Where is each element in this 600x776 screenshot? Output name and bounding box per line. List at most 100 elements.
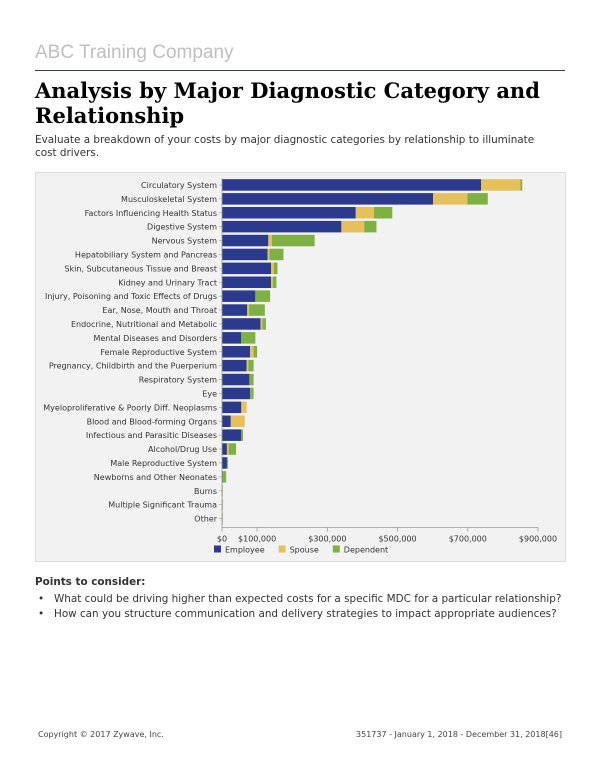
- bar-employee: [222, 234, 269, 247]
- category-label: Nervous System: [152, 237, 218, 246]
- bar-dependent: [269, 248, 284, 261]
- bar-spouse: [247, 304, 250, 316]
- bar-spouse: [260, 318, 263, 330]
- bar-spouse: [433, 193, 468, 205]
- category-label: Ear, Nose, Mouth and Throat: [102, 306, 217, 315]
- x-tick-label: $900,000: [519, 535, 557, 544]
- bar-employee: [222, 276, 272, 288]
- category-label: Burns: [194, 487, 217, 496]
- bar-spouse: [267, 248, 270, 261]
- bar-dependent: [374, 207, 393, 219]
- bar-dependent: [250, 387, 254, 400]
- bar-dependent: [241, 332, 256, 344]
- category-label: Infectious and Parasitic Diseases: [86, 431, 217, 440]
- footer-report-meta: 351737 - January 1, 2018 - December 31, …: [356, 730, 562, 739]
- category-label: Mental Diseases and Disorders: [93, 334, 217, 343]
- bar-spouse: [341, 220, 365, 233]
- bar-spouse: [355, 207, 375, 219]
- bar-employee: [222, 373, 250, 386]
- bar-employee: [222, 179, 482, 191]
- category-label: Hepatobiliary System and Pancreas: [75, 250, 217, 259]
- bar-employee: [222, 220, 342, 233]
- bar-employee: [222, 262, 272, 275]
- x-tick-label: $0: [217, 535, 227, 544]
- bar-spouse: [246, 359, 249, 372]
- bar-dependent: [273, 262, 278, 275]
- bar-dependent: [226, 457, 228, 469]
- category-label: Factors Influencing Health Status: [85, 209, 217, 218]
- bar-dependent: [520, 179, 523, 191]
- bar-spouse: [230, 415, 245, 427]
- bar-employee: [222, 401, 242, 414]
- category-label: Respiratory System: [139, 376, 217, 385]
- category-label: Circulatory System: [141, 181, 217, 190]
- bar-employee: [222, 290, 256, 302]
- bar-spouse: [268, 234, 272, 247]
- category-label: Multiple Significant Trauma: [108, 501, 217, 510]
- legend-swatch-employee: [214, 545, 221, 553]
- bar-spouse: [481, 179, 521, 191]
- bar-spouse: [241, 401, 247, 414]
- bar-employee: [222, 387, 251, 400]
- category-label: Digestive System: [147, 223, 217, 232]
- category-label: Kidney and Urinary Tract: [118, 278, 217, 287]
- bar-spouse: [271, 262, 274, 275]
- bar-employee: [222, 443, 227, 455]
- category-label: Skin, Subcutaneous Tissue and Breast: [64, 264, 217, 273]
- points-heading: Points to consider:: [35, 576, 146, 588]
- bar-spouse: [271, 276, 273, 288]
- bar-employee: [222, 318, 261, 330]
- bar-spouse: [226, 443, 229, 455]
- category-label: Eye: [202, 389, 217, 398]
- points-list: What could be driving higher than expect…: [38, 592, 568, 622]
- category-label: Myeloproliferative & Poorly Diff. Neopla…: [43, 403, 217, 412]
- bar-spouse: [250, 346, 254, 358]
- x-tick-label: $500,000: [378, 535, 416, 544]
- category-label: Newborns and Other Neonates: [94, 473, 217, 482]
- bar-employee: [222, 346, 251, 358]
- company-name: ABC Training Company: [35, 42, 234, 63]
- footer-copyright: Copyright © 2017 Zywave, Inc.: [38, 730, 164, 739]
- bar-employee: [222, 193, 434, 205]
- category-label: Other: [194, 515, 217, 524]
- bar-dependent: [272, 276, 277, 288]
- mdc-stacked-bar-chart: Circulatory System Musculoskeletal System…: [43, 178, 557, 555]
- bar-dependent: [249, 304, 265, 316]
- bar-employee: [222, 332, 242, 344]
- category-label: Male Reproductive System: [110, 459, 217, 468]
- category-label: Endocrine, Nutritional and Metabolic: [71, 320, 217, 329]
- legend-swatch-spouse: [278, 545, 286, 553]
- bar-employee: [222, 415, 231, 427]
- x-tick-label: $100,000: [238, 535, 276, 544]
- points-list-item: What could be driving higher than expect…: [38, 592, 568, 607]
- bar-dependent: [228, 443, 237, 455]
- header-rule: [35, 70, 565, 71]
- category-label: Blood and Blood-forming Organs: [87, 417, 217, 426]
- bar-dependent: [271, 234, 315, 247]
- bar-employee: [222, 457, 227, 469]
- category-label: Alcohol/Drug Use: [148, 445, 217, 454]
- legend-swatch-dependent: [332, 545, 340, 553]
- bar-dependent: [248, 359, 254, 372]
- bar-employee: [222, 248, 268, 261]
- bar-dependent: [222, 471, 227, 483]
- category-label: Injury, Poisoning and Toxic Effects of D…: [45, 292, 217, 301]
- category-label: Pregnancy, Childbirth and the Puerperium: [49, 362, 217, 371]
- legend-label-employee: Employee: [225, 546, 265, 555]
- category-label: Musculoskeletal System: [121, 195, 217, 204]
- bar-dependent: [249, 373, 254, 386]
- bar-employee: [222, 207, 356, 219]
- bar-employee: [222, 304, 248, 316]
- bar-dependent: [253, 346, 258, 358]
- bar-dependent: [255, 290, 271, 302]
- bar-dependent: [467, 193, 488, 205]
- category-label: Female Reproductive System: [100, 348, 217, 357]
- page-title: Analysis by Major Diagnostic Category an…: [35, 78, 540, 128]
- legend-label-dependent: Dependent: [344, 546, 388, 555]
- bar-dependent: [262, 318, 266, 330]
- points-list-item: How can you structure communication and …: [38, 607, 568, 622]
- bar-employee: [222, 359, 247, 372]
- page-subtitle: Evaluate a breakdown of your costs by ma…: [35, 134, 535, 159]
- x-tick-label: $700,000: [449, 535, 487, 544]
- bar-employee: [222, 429, 242, 441]
